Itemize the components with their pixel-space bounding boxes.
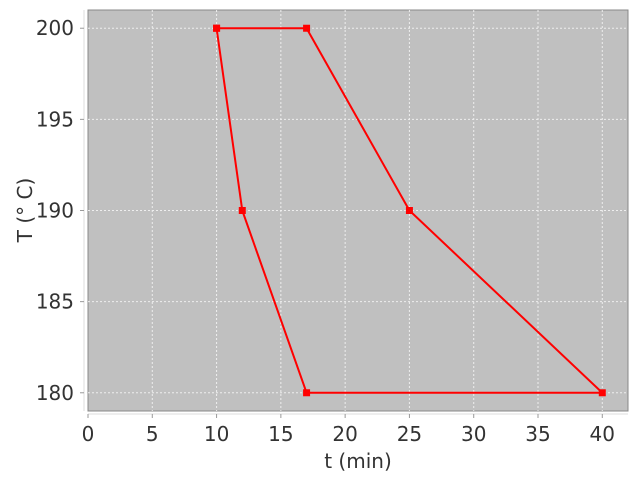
x-tick-label: 30 — [461, 422, 486, 446]
x-axis-label: t (min) — [324, 449, 392, 473]
data-point — [303, 389, 311, 397]
x-tick-label: 10 — [204, 422, 229, 446]
x-tick-label: 0 — [82, 422, 95, 446]
x-tick-label: 15 — [268, 422, 293, 446]
data-point — [238, 207, 246, 214]
x-tick-label: 40 — [590, 422, 615, 446]
y-tick-label: 190 — [36, 199, 74, 223]
y-tick-label: 185 — [36, 290, 74, 314]
y-axis-label: T (° C) — [13, 178, 37, 244]
x-tick-label: 5 — [146, 422, 159, 446]
x-tick-label: 35 — [525, 422, 550, 446]
data-point — [405, 207, 413, 214]
y-tick-label: 200 — [36, 16, 74, 40]
data-point — [598, 389, 606, 397]
data-point — [303, 24, 311, 32]
y-tick-label: 180 — [36, 381, 74, 405]
x-tick-label: 20 — [332, 422, 357, 446]
x-tick-label: 25 — [397, 422, 422, 446]
data-point — [213, 24, 221, 32]
grid — [88, 10, 628, 411]
y-tick-label: 195 — [36, 107, 74, 131]
